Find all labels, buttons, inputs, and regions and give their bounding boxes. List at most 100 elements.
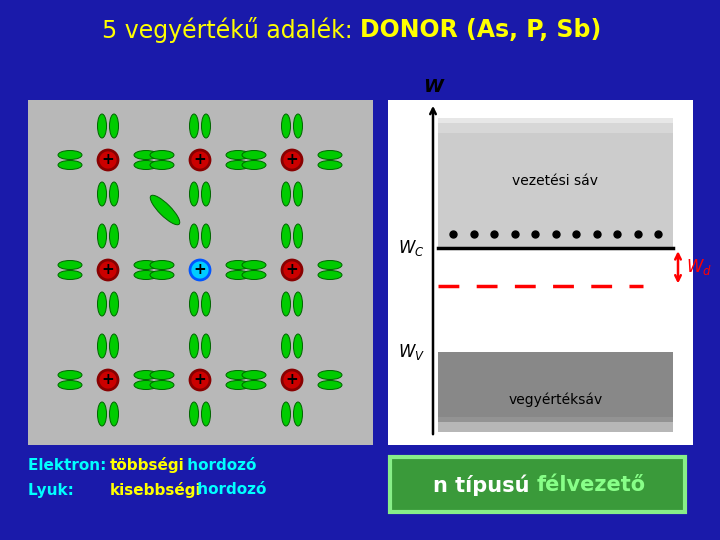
Ellipse shape <box>190 260 210 280</box>
Ellipse shape <box>134 381 158 389</box>
Text: hordozó: hordozó <box>182 457 256 472</box>
Ellipse shape <box>58 160 82 170</box>
Ellipse shape <box>282 260 302 280</box>
Ellipse shape <box>242 160 266 170</box>
Ellipse shape <box>282 224 290 248</box>
Ellipse shape <box>202 292 210 316</box>
Ellipse shape <box>150 271 174 280</box>
Ellipse shape <box>150 151 174 159</box>
Ellipse shape <box>318 271 342 280</box>
Text: +: + <box>286 152 298 167</box>
Ellipse shape <box>202 114 210 138</box>
Text: +: + <box>286 373 298 388</box>
Text: többségi: többségi <box>110 457 185 473</box>
Ellipse shape <box>109 292 119 316</box>
Ellipse shape <box>134 151 158 159</box>
Text: 5 vegyértékű adalék:: 5 vegyértékű adalék: <box>102 17 360 43</box>
Ellipse shape <box>134 271 158 280</box>
Ellipse shape <box>58 370 82 380</box>
Text: hordozó: hordozó <box>192 483 266 497</box>
Ellipse shape <box>282 182 290 206</box>
Ellipse shape <box>282 334 290 358</box>
Ellipse shape <box>226 381 250 389</box>
Ellipse shape <box>189 182 199 206</box>
Ellipse shape <box>282 150 302 170</box>
Ellipse shape <box>189 334 199 358</box>
Ellipse shape <box>150 370 174 380</box>
Ellipse shape <box>294 182 302 206</box>
Bar <box>438 118 673 133</box>
Ellipse shape <box>318 160 342 170</box>
FancyBboxPatch shape <box>390 457 685 512</box>
Text: W: W <box>423 78 443 96</box>
Ellipse shape <box>97 292 107 316</box>
Ellipse shape <box>58 381 82 389</box>
Text: Elektron:: Elektron: <box>28 457 112 472</box>
Ellipse shape <box>190 370 210 390</box>
Ellipse shape <box>98 150 118 170</box>
Ellipse shape <box>318 370 342 380</box>
Bar <box>438 123 673 248</box>
Ellipse shape <box>242 370 266 380</box>
Ellipse shape <box>226 370 250 380</box>
Ellipse shape <box>226 271 250 280</box>
Ellipse shape <box>318 260 342 269</box>
Ellipse shape <box>282 114 290 138</box>
Text: +: + <box>194 152 207 167</box>
Ellipse shape <box>202 334 210 358</box>
Bar <box>388 100 693 445</box>
Ellipse shape <box>226 151 250 159</box>
Text: +: + <box>194 373 207 388</box>
Ellipse shape <box>242 271 266 280</box>
Text: $W_V$: $W_V$ <box>398 342 425 362</box>
Ellipse shape <box>150 381 174 389</box>
Ellipse shape <box>134 370 158 380</box>
Ellipse shape <box>202 182 210 206</box>
Ellipse shape <box>150 195 180 225</box>
Text: n típusú: n típusú <box>433 474 537 496</box>
Ellipse shape <box>109 182 119 206</box>
Ellipse shape <box>97 114 107 138</box>
Ellipse shape <box>294 224 302 248</box>
Ellipse shape <box>189 402 199 426</box>
Ellipse shape <box>97 334 107 358</box>
Ellipse shape <box>202 224 210 248</box>
Ellipse shape <box>294 114 302 138</box>
Ellipse shape <box>150 260 174 269</box>
Text: +: + <box>102 152 114 167</box>
Ellipse shape <box>98 260 118 280</box>
Ellipse shape <box>294 292 302 316</box>
Text: +: + <box>102 373 114 388</box>
Ellipse shape <box>189 224 199 248</box>
Bar <box>438 417 673 432</box>
Ellipse shape <box>294 334 302 358</box>
Ellipse shape <box>109 224 119 248</box>
Ellipse shape <box>98 370 118 390</box>
Text: vezetési sáv: vezetési sáv <box>513 174 598 188</box>
Ellipse shape <box>189 114 199 138</box>
Text: +: + <box>194 262 207 278</box>
Bar <box>28 100 373 445</box>
Ellipse shape <box>242 151 266 159</box>
Ellipse shape <box>109 402 119 426</box>
Text: Lyuk:: Lyuk: <box>28 483 95 497</box>
Ellipse shape <box>97 402 107 426</box>
Bar <box>438 352 673 422</box>
Text: DONOR (As, P, Sb): DONOR (As, P, Sb) <box>360 18 601 42</box>
Ellipse shape <box>282 402 290 426</box>
Ellipse shape <box>58 151 82 159</box>
Ellipse shape <box>150 160 174 170</box>
Text: vegyértéksáv: vegyértéksáv <box>508 392 603 407</box>
Ellipse shape <box>109 114 119 138</box>
Ellipse shape <box>226 260 250 269</box>
Ellipse shape <box>134 260 158 269</box>
Ellipse shape <box>202 402 210 426</box>
Ellipse shape <box>109 334 119 358</box>
Ellipse shape <box>190 150 210 170</box>
Text: $W_C$: $W_C$ <box>398 238 425 258</box>
Ellipse shape <box>97 224 107 248</box>
Ellipse shape <box>97 182 107 206</box>
Ellipse shape <box>318 381 342 389</box>
Ellipse shape <box>134 160 158 170</box>
Text: félvezető: félvezető <box>537 475 646 495</box>
